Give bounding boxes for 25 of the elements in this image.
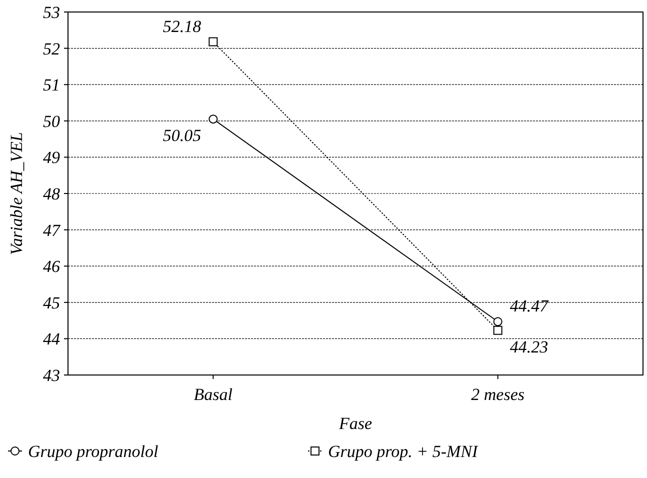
point — [493, 326, 502, 335]
data-label: 44.23 — [510, 337, 548, 356]
y-tick-label: 48 — [43, 184, 60, 204]
data-label: 50.05 — [162, 126, 202, 146]
point — [493, 317, 502, 326]
point — [208, 37, 218, 46]
y-tick-label: 43 — [43, 366, 60, 385]
y-tick-label: 47 — [43, 220, 62, 240]
legend-label: Grupo propranolol — [28, 442, 158, 461]
x-tick-label: Basal — [194, 385, 233, 404]
y-tick-label: 50 — [43, 112, 60, 131]
x-tick-label: 2 meses — [471, 385, 525, 404]
y-tick-label: 53 — [43, 2, 60, 22]
y-axis-title: Variable AH_VEL — [7, 132, 26, 255]
y-tick-label: 52 — [43, 39, 60, 58]
data-label: 52.18 — [162, 16, 202, 36]
y-tick-label: 51 — [43, 76, 60, 95]
x-axis-title: Fase — [338, 414, 372, 433]
y-tick-label: 44 — [43, 330, 60, 349]
y-tick-label: 45 — [43, 293, 60, 312]
legend-label: Grupo prop. + 5-MNI — [328, 442, 480, 461]
point — [208, 114, 218, 124]
y-tick-label: 49 — [43, 148, 60, 168]
y-tick-label: 46 — [43, 257, 60, 276]
data-label: 44.47 — [510, 296, 550, 316]
